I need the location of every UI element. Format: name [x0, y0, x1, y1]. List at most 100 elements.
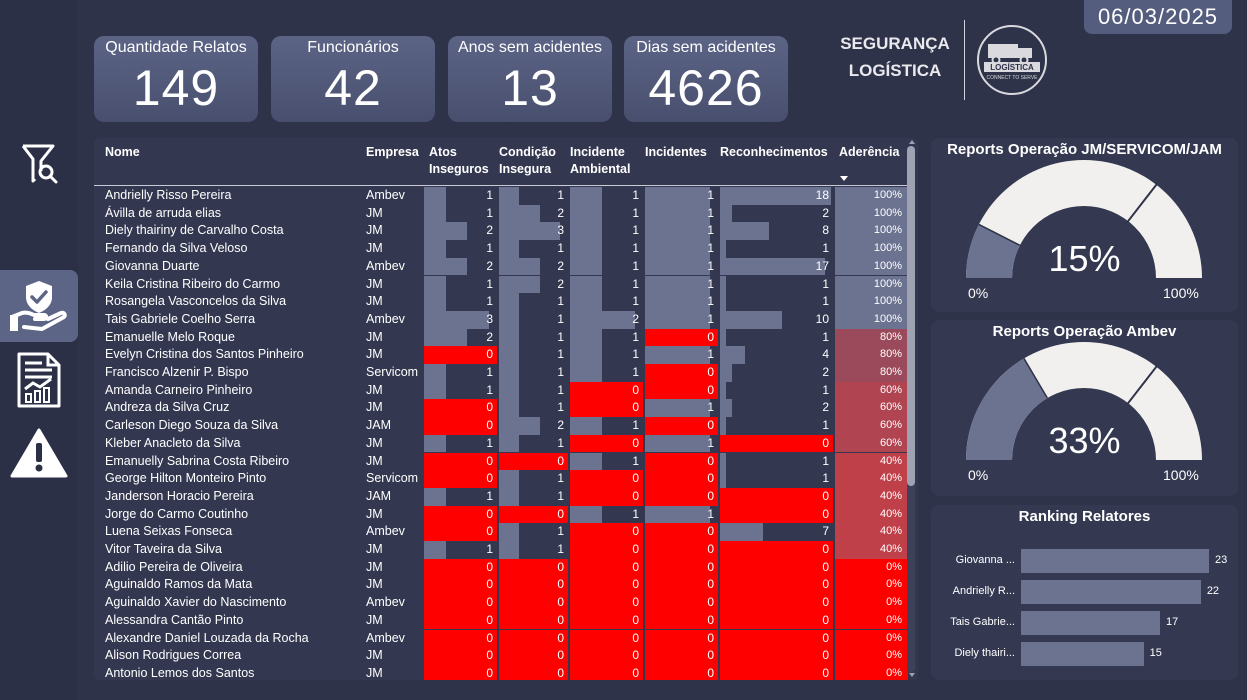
gauge-min-label: 0% [968, 285, 989, 301]
cell-aderencia: 80% [835, 346, 908, 364]
filter-search-icon[interactable] [0, 128, 78, 198]
data-bar [720, 470, 727, 488]
table-row[interactable]: Adilio Pereira de Oliveira JM 0 0 0 0 0 0% [94, 558, 908, 577]
cell-inc: 0 [645, 664, 718, 680]
cell-atos: 1 [424, 381, 497, 400]
table-row[interactable]: Andrielly Risso Pereira Ambev 1 1 1 1 18 100% [94, 187, 908, 205]
cell-empresa: Ambev [366, 311, 405, 326]
table-row[interactable]: Tais Gabriele Coelho Serra Ambev 3 1 2 1 10 100… [94, 310, 908, 329]
header-atos-inseguros[interactable]: Atos Inseguros [429, 144, 489, 178]
cell-value: 100% [873, 295, 902, 308]
table-row[interactable]: Luena Seixas Fonseca Ambev 0 1 0 0 7 40% [94, 523, 908, 541]
table-row[interactable]: Keila Cristina Ribeiro do Carmo JM 1 2 1 1 1 10… [94, 275, 908, 294]
kpi-value: 42 [324, 60, 382, 116]
data-bar [570, 240, 603, 258]
table-row[interactable]: Emanuelly Sabrina Costa Ribeiro JM 0 0 1 0 1 40… [94, 452, 908, 471]
ranking-row[interactable]: Diely thairi... 15 [931, 642, 1238, 666]
table-row[interactable]: Andreza da Silva Cruz JM 0 1 0 1 2 60% [94, 399, 908, 418]
table-row[interactable]: Fernando da Silva Veloso JM 1 1 1 1 1 100% [94, 240, 908, 258]
table-row[interactable]: Ávilla de arruda elias JM 1 2 1 1 2 100% [94, 204, 908, 223]
cell-cond: 0 [499, 558, 568, 577]
sort-descending-icon[interactable] [840, 176, 848, 181]
cell-empresa: Ambev [366, 595, 405, 610]
table-row[interactable]: Rosangela Vasconcelos da Silva JM 1 1 1 1 1 100… [94, 293, 908, 311]
hand-shield-icon[interactable] [0, 270, 78, 342]
table-row[interactable]: Alexandre Daniel Louzada da Rocha Ambev 0 0… [94, 629, 908, 648]
cell-aderencia: 40% [835, 541, 908, 559]
cell-value: 0 [707, 453, 714, 468]
cell-aderencia: 100% [835, 293, 908, 311]
header-reconhecimentos[interactable]: Reconhecimentos [720, 145, 828, 159]
table-row[interactable]: Vitor Taveira da Silva JM 1 1 0 0 0 40% [94, 541, 908, 559]
cell-value: 0 [486, 347, 493, 362]
cell-empresa: JAM [366, 418, 391, 433]
cell-value: 1 [557, 294, 564, 309]
report-chart-icon[interactable] [0, 345, 78, 415]
scroll-thumb[interactable] [907, 146, 915, 486]
table-row[interactable]: Kleber Anacleto da Silva JM 1 1 0 1 0 60% [94, 434, 908, 453]
scroll-up-icon[interactable] [909, 140, 915, 144]
cell-atos: 0 [424, 558, 497, 577]
table-row[interactable]: Janderson Horacio Pereira JAM 1 1 0 0 0 40% [94, 487, 908, 506]
cell-inc: 1 [645, 275, 718, 294]
table-row[interactable]: Carleson Diego Souza da Silva JAM 0 2 1 0 1 60% [94, 417, 908, 435]
header-empresa[interactable]: Empresa [366, 145, 419, 159]
cell-value: 0% [886, 560, 902, 573]
table-row[interactable]: Giovanna Duarte Ambev 2 2 1 1 17 100% [94, 257, 908, 276]
ranking-row[interactable]: Andrielly R... 22 [931, 580, 1238, 604]
kpi-dias-sem-acidentes: Dias sem acidentes 4626 [624, 36, 788, 122]
cell-nome: Alison Rodrigues Correa [105, 648, 242, 663]
data-bar [499, 381, 520, 400]
table-row[interactable]: George Hilton Monteiro Pinto Servicom 0 1 0 0… [94, 470, 908, 488]
data-bar [645, 399, 710, 418]
table-scrollbar[interactable] [907, 146, 915, 672]
table-row[interactable]: Jorge do Carmo Coutinho JM 0 0 1 1 0 40% [94, 505, 908, 524]
data-bar [645, 257, 710, 276]
table-row[interactable]: Diely thairiny de Carvalho Costa JM 2 3 1 1 8 1… [94, 222, 908, 241]
cell-inc: 1 [645, 257, 718, 276]
table-row[interactable]: Emanuelle Melo Roque JM 2 1 1 0 1 80% [94, 328, 908, 347]
cell-inc: 1 [645, 240, 718, 258]
table-row[interactable]: Amanda Carneiro Pinheiro JM 1 1 0 0 1 60% [94, 381, 908, 400]
table-row[interactable]: Alessandra Cantão Pinto JM 0 0 0 0 0 0% [94, 611, 908, 630]
cell-value: 0 [486, 648, 493, 663]
cell-empresa: JM [366, 382, 383, 397]
cell-atos: 1 [424, 240, 497, 258]
scroll-down-icon[interactable] [909, 673, 915, 677]
table-row[interactable]: Aguinaldo Xavier do Nascimento Ambev 0 0 0 0 0… [94, 594, 908, 612]
table-row[interactable]: Alison Rodrigues Correa JM 0 0 0 0 0 0% [94, 647, 908, 665]
cell-value: 7 [822, 524, 829, 539]
cell-atos: 1 [424, 434, 497, 453]
cell-value: 0 [557, 648, 564, 663]
warning-icon[interactable] [0, 418, 78, 488]
cell-value: 0 [707, 665, 714, 680]
ranking-row[interactable]: Tais Gabrie... 17 [931, 611, 1238, 635]
ranking-label: Tais Gabrie... [950, 616, 1015, 628]
table-row[interactable]: Francisco Alzenir P. Bispo Servicom 1 1 1 0 2 8… [94, 364, 908, 382]
header-nome[interactable]: Nome [105, 145, 140, 159]
cell-cond: 0 [499, 664, 568, 680]
cell-value: 1 [557, 347, 564, 362]
cell-value: 1 [632, 188, 639, 202]
header-incidentes[interactable]: Incidentes [645, 145, 707, 159]
table-row[interactable]: Antonio Lemos dos Santos JM 0 0 0 0 0 0% [94, 664, 908, 680]
cell-inc: 1 [645, 399, 718, 418]
cell-nome: Fernando da Silva Veloso [105, 241, 248, 256]
ranking-row[interactable]: Giovanna ... 23 [931, 549, 1238, 573]
gauge-max-label: 100% [1163, 285, 1199, 301]
cell-value: 1 [557, 471, 564, 486]
cell-inc: 1 [645, 293, 718, 311]
brand-line-2: LOGÍSTICA [848, 61, 942, 80]
data-bar [424, 487, 446, 506]
header-condicao-insegura[interactable]: Condição Insegura [499, 144, 556, 178]
table-row[interactable]: Aguinaldo Ramos da Mata JM 0 0 0 0 0 0% [94, 576, 908, 595]
cell-value: 1 [486, 276, 493, 291]
gauge-value: 15% [1048, 238, 1121, 279]
header-incidente-ambiental[interactable]: Incidente Ambiental [570, 144, 630, 178]
data-bar [424, 328, 468, 347]
table-row[interactable]: Evelyn Cristina dos Santos Pinheiro JM 0 1 1… [94, 346, 908, 364]
header-aderencia[interactable]: Aderência [839, 145, 900, 159]
cell-value: 60% [879, 383, 902, 396]
data-bar [499, 328, 520, 347]
cell-value: 0 [632, 665, 639, 680]
